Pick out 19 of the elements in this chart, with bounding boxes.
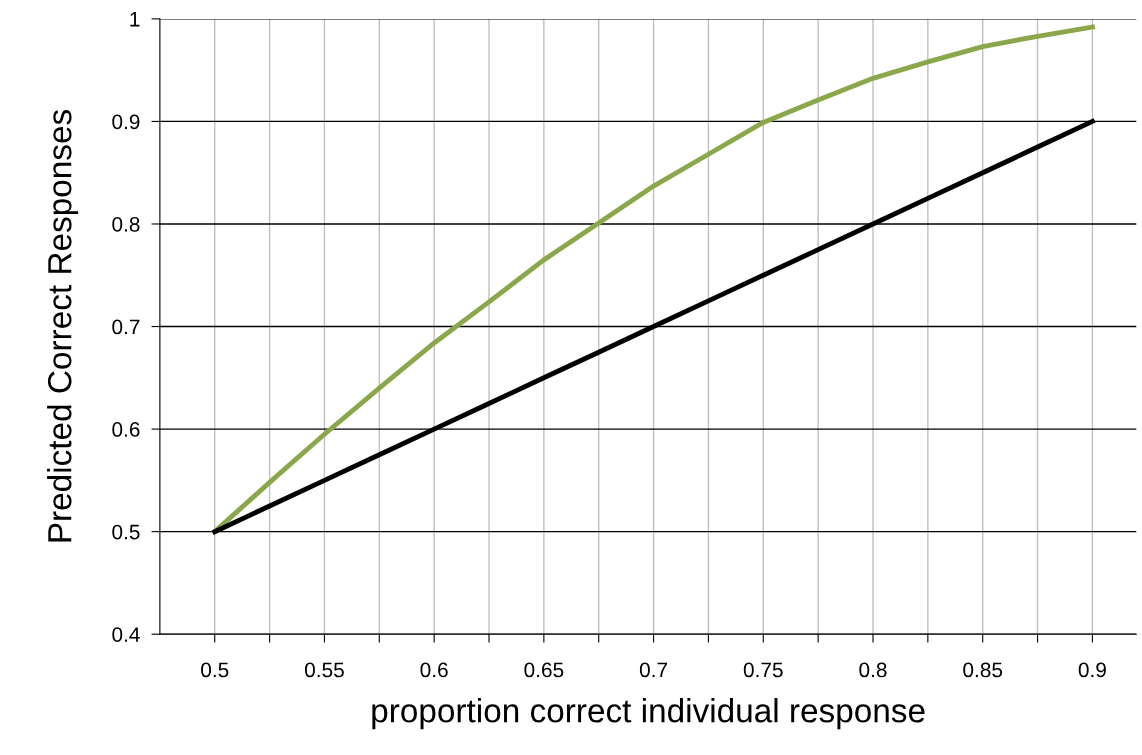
x-tick-label: 0.7: [639, 662, 668, 678]
x-tick-label: 0.55: [304, 662, 344, 678]
y-tick-label: 0.5: [112, 524, 140, 540]
y-tick-label: 0.7: [112, 319, 140, 335]
x-tick-label: 0.5: [201, 662, 229, 678]
x-tick-label: 0.85: [963, 662, 1003, 678]
x-tick-label: 0.6: [420, 662, 448, 678]
line-series: [212, 24, 1095, 535]
x-tick-label: 0.75: [743, 662, 783, 678]
x-tick-label: 0.65: [524, 662, 564, 678]
x-tick-label: 0.9: [1078, 662, 1106, 678]
y-tick-label: 0.6: [112, 422, 140, 437]
y-tick-label: 0.8: [112, 216, 140, 232]
x-tick-label: 0.8: [859, 662, 887, 678]
y-tick-label: 0.4: [112, 627, 140, 642]
y-tick-label: 0.9: [112, 114, 140, 130]
x-axis-title: proportion correct individual response: [372, 698, 925, 730]
y-axis-title: Predicted Correct Responses: [47, 110, 79, 542]
y-tick-label: 1: [130, 12, 140, 27]
